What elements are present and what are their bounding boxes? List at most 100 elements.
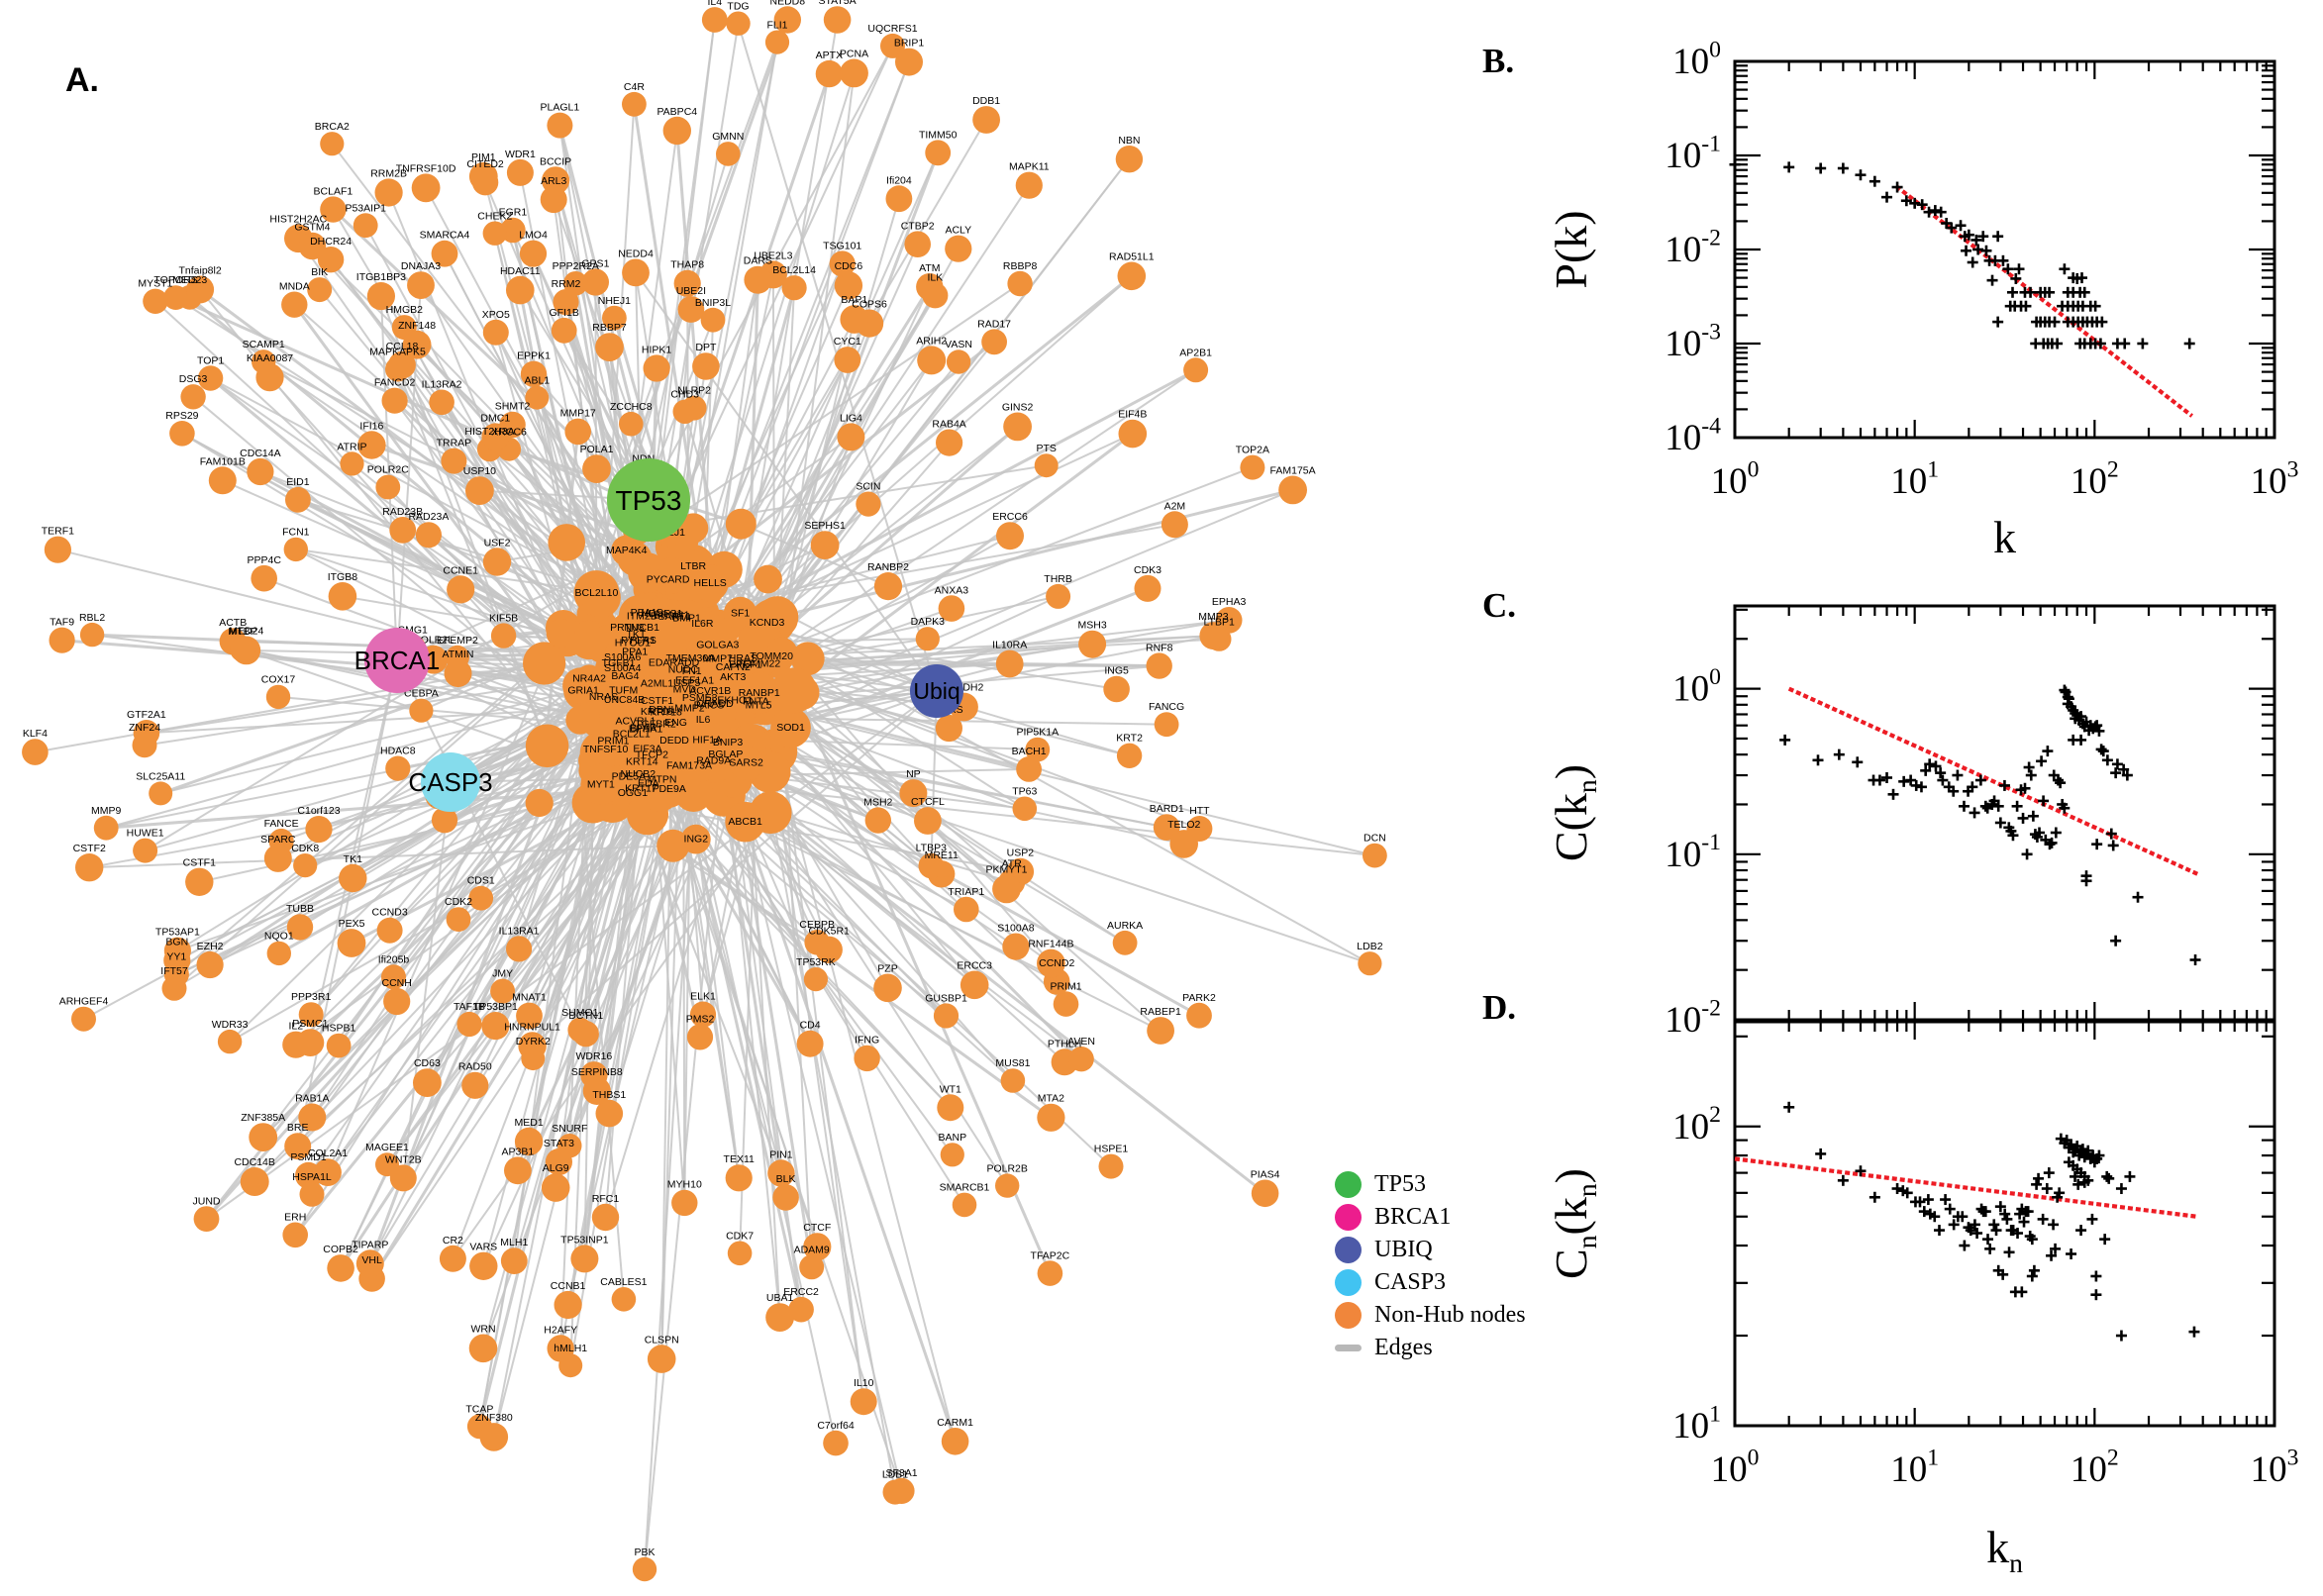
gene-label: UQCRFS1 [867, 23, 917, 35]
network-graph: UNC84B ITM2B BFAR TOMM20 HIF1A FNTA ACVR1B PDE9… [22, 0, 1387, 1582]
gene-label: HDAC11 [500, 265, 541, 277]
gene-label: PRIM1 [597, 735, 629, 747]
gene-label: FAM101B [200, 455, 246, 467]
node-swatch-icon [1335, 1204, 1362, 1231]
gene-label: BCL2L1 [613, 729, 651, 741]
gene-label: MYH10 [667, 1179, 702, 1191]
gene-label: IL6R [691, 618, 714, 630]
legend-item-UBIQ: UBIQ [1335, 1234, 1526, 1266]
gene-label: CCND3 [372, 907, 408, 919]
gene-label: FAM173A [666, 759, 712, 771]
gene-label: TGFBR2 [635, 719, 676, 731]
gene-label: ATR [1002, 858, 1023, 870]
hub-CASP3: CASP3 [408, 752, 493, 812]
gene-label: FN1 [682, 665, 702, 677]
gene-label: KRT2 [1116, 733, 1143, 745]
axis-label: P(k) [1546, 210, 1596, 288]
tick-label: 10-1 [1665, 830, 1721, 875]
gene-label: TP53INP1 [560, 1234, 609, 1246]
gene-label: CTBP2 [901, 220, 935, 232]
axis-box [1733, 59, 2276, 440]
gene-label: RABEP1 [1140, 1006, 1181, 1018]
tick-label: 10-1 [1665, 131, 1721, 176]
gene-label: RBBP7 [592, 322, 627, 334]
gene-label: ENG [664, 717, 687, 729]
gene-label: IL4 [707, 0, 722, 8]
tick-label: 10-3 [1665, 319, 1721, 364]
gene-label: AURKA [1107, 920, 1143, 932]
gene-label: ABL1 [524, 375, 550, 387]
gene-label: BCL2L10 [575, 587, 619, 599]
legend-item-Edges: Edges [1335, 1332, 1526, 1364]
gene-label: ERH [284, 1212, 306, 1224]
gene-label: ITGB8 [328, 571, 358, 583]
gene-label: SEPHS1 [804, 520, 846, 532]
gene-label: SUMO1 [561, 1007, 599, 1019]
gene-label: ELK1 [690, 991, 716, 1003]
gene-label: EIF4B [1118, 409, 1147, 421]
gene-label: KRT17 [625, 782, 657, 794]
gene-label: MTBP [228, 626, 256, 638]
gene-label: FNTA [743, 696, 769, 708]
gene-label: MNAT1 [512, 992, 547, 1004]
gene-label: PRIM1 [1050, 980, 1081, 992]
gene-label: SF3A1 [885, 1467, 917, 1479]
gene-label: TIPARP [352, 1239, 388, 1250]
gene-label: IL10 [854, 1377, 874, 1389]
gene-label: ERCC3 [957, 960, 992, 972]
gene-label: S100A8 [997, 923, 1035, 935]
gene-label: IFT57 [160, 965, 188, 977]
gene-label: GFI1B [550, 307, 579, 319]
gene-label: IL10RA [992, 640, 1027, 651]
gene-label: TRRAP [437, 438, 472, 449]
node-swatch-icon [1335, 1269, 1362, 1296]
gene-label: TP53BP1 [473, 1001, 518, 1013]
gene-label: Ifi205b [378, 953, 410, 965]
gene-label: EGR1 [499, 207, 528, 219]
gene-label: THBS1 [592, 1089, 626, 1101]
gene-label: UBA1 [766, 1292, 794, 1304]
gene-label: ZCCHC8 [610, 401, 653, 413]
gene-label: GPS1 [581, 257, 609, 269]
gene-label: USF2 [484, 537, 511, 549]
gene-label: EDA [638, 778, 659, 790]
gene-label: CEBPB [799, 919, 835, 931]
gene-label: WDR1 [505, 149, 536, 160]
gene-label: CDS1 [467, 875, 495, 887]
gene-label: RAD51L1 [1109, 251, 1155, 263]
gene-label: BCLAF1 [314, 185, 354, 197]
axis-label: Cn(kn) [1546, 1168, 1602, 1279]
gene-label: UBE2L3 [754, 249, 792, 261]
gene-label: RAD9A [696, 755, 731, 767]
gene-label: POLR2B [986, 1162, 1027, 1174]
gene-label: SARS2 [729, 757, 763, 769]
gene-label: DMC1 [480, 412, 510, 424]
gene-label: XPO5 [482, 309, 510, 321]
gene-label: CDK2 [445, 896, 472, 908]
gene-label: MMP17 [560, 408, 596, 420]
tick-label: 100 [1672, 664, 1721, 710]
gene-label: Ifi204 [886, 174, 912, 186]
gene-label: ARHGEF4 [59, 996, 109, 1008]
gene-label: ALG9 [543, 1162, 569, 1174]
gene-label: MTA2 [1038, 1093, 1064, 1105]
gene-label: CLSPN [645, 1334, 679, 1346]
tick-label: 10-2 [1665, 995, 1721, 1041]
gene-label: MYST1 [138, 278, 172, 290]
gene-label: SOD1 [776, 722, 805, 734]
node-swatch-icon [1335, 1171, 1362, 1198]
gene-label: POLA1 [580, 444, 614, 455]
gene-label: S100A4 [604, 662, 642, 674]
gene-label: SART1 [657, 611, 691, 623]
gene-label: HIST2H3A [464, 426, 514, 438]
gene-label: GRIA1 [567, 685, 599, 697]
gene-label: LIG4 [840, 412, 862, 424]
gene-label: LDB1 [882, 1469, 908, 1481]
gene-label: CARM1 [937, 1417, 973, 1429]
legend-item-Non-Hub-nodes: Non-Hub nodes [1335, 1299, 1526, 1332]
edge-swatch-icon [1335, 1345, 1362, 1351]
gene-label: TSG101 [823, 240, 861, 251]
gene-label: FCN1 [282, 527, 310, 539]
gene-label: AKT3 [720, 671, 746, 683]
gene-label: WDR16 [576, 1050, 613, 1062]
